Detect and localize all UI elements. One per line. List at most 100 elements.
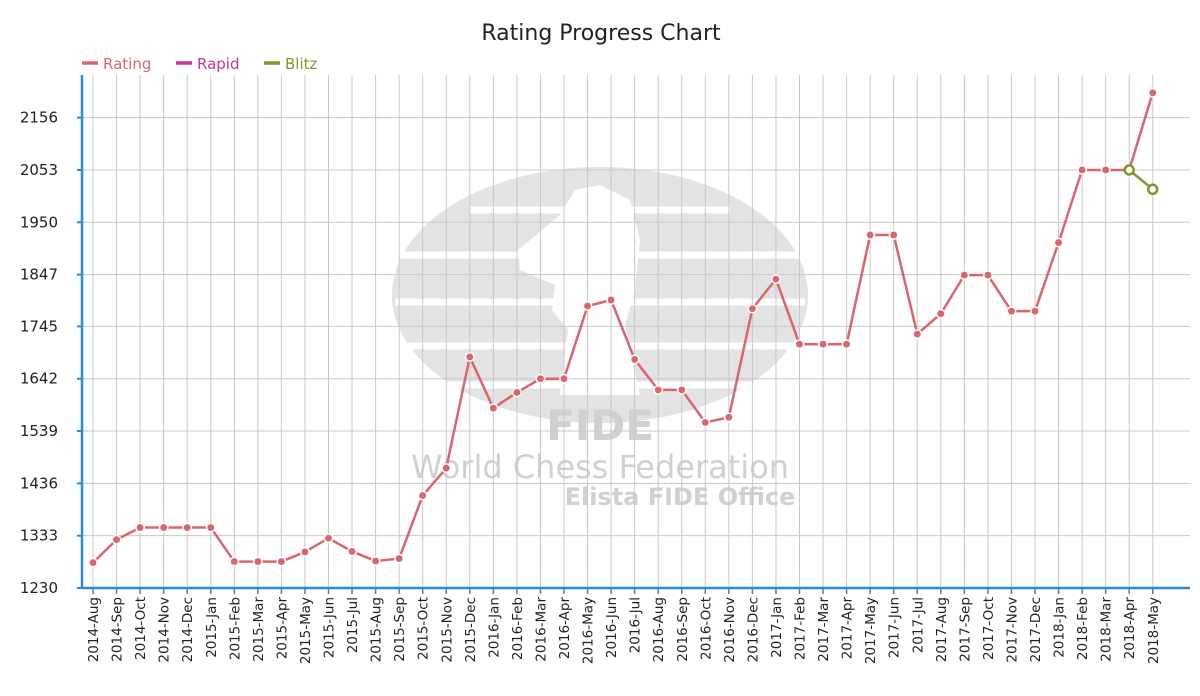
y-tick-label: 1436 <box>20 474 58 492</box>
y-tick-label: 1950 <box>20 213 58 231</box>
x-tick-label: 2015-Jul <box>345 597 361 653</box>
x-tick-label: 2014-Sep <box>110 597 126 662</box>
rating-data-point[interactable] <box>747 303 758 314</box>
rating-data-point[interactable] <box>182 522 193 533</box>
rating-data-point[interactable] <box>582 301 593 312</box>
rating-data-point[interactable] <box>394 553 405 564</box>
x-tick-label: 2015-Feb <box>227 597 243 660</box>
rating-data-point[interactable] <box>1053 237 1064 248</box>
rating-data-point[interactable] <box>88 557 98 568</box>
rating-data-point[interactable] <box>370 556 381 567</box>
legend-label-blitz: Blitz <box>285 55 318 73</box>
fide-watermark: FIDE World Chess Federation Elista FIDE … <box>392 167 808 511</box>
rating-data-point[interactable] <box>629 354 640 365</box>
rating-data-point[interactable] <box>794 339 805 350</box>
rating-data-point[interactable] <box>323 533 334 544</box>
rating-series-line <box>92 92 1154 564</box>
x-tick-label: 2016-Feb <box>510 597 526 660</box>
rating-data-point[interactable] <box>511 387 522 398</box>
x-tick-label: 2017-Oct <box>981 597 997 660</box>
x-tick-label: 2015-Nov <box>439 597 455 663</box>
x-axis-ticks: 2014-Aug 2014-Sep 2014-Oct 2014-Nov 2014-Dec… <box>86 588 1162 664</box>
x-tick-label: 2017-Aug <box>934 597 950 662</box>
rating-data-point[interactable] <box>1030 306 1040 317</box>
x-tick-label: 2016-Mar <box>533 597 549 662</box>
rating-data-point[interactable] <box>488 403 499 414</box>
x-tick-label: 2016-Jun <box>604 597 620 658</box>
rating-data-point[interactable] <box>700 417 711 428</box>
x-tick-label: 2016-Nov <box>722 597 738 663</box>
rating-data-point[interactable] <box>959 270 970 281</box>
rating-data-point[interactable] <box>535 373 546 384</box>
rating-data-point[interactable] <box>276 556 287 567</box>
legend-item-rapid[interactable]: Rapid <box>176 55 240 73</box>
rating-data-point[interactable] <box>300 546 310 557</box>
y-tick-label: 1539 <box>20 422 58 440</box>
x-tick-label: 2016-Oct <box>698 597 714 660</box>
rating-data-point[interactable] <box>818 339 828 350</box>
rating-data-point[interactable] <box>229 556 240 567</box>
x-tick-label: 2015-Dec <box>463 597 479 662</box>
y-tick-label: 1745 <box>20 317 58 335</box>
rating-data-point[interactable] <box>559 373 569 384</box>
rating-data-point[interactable] <box>111 534 122 545</box>
legend[interactable]: Rating Rapid Blitz <box>82 55 318 73</box>
rating-data-point[interactable] <box>841 339 852 350</box>
y-tick-label: 2053 <box>20 161 58 179</box>
x-tick-label: 2014-Aug <box>86 597 102 662</box>
rating-data-point[interactable] <box>205 522 216 533</box>
rating-data-point[interactable] <box>865 230 876 240</box>
y-tick-label: 1847 <box>20 266 58 284</box>
rating-data-point[interactable] <box>347 546 357 557</box>
legend-item-blitz[interactable]: Blitz <box>264 55 318 73</box>
x-tick-label: 2015-Apr <box>274 597 290 660</box>
rating-data-point[interactable] <box>1100 165 1111 175</box>
rating-data-point[interactable] <box>982 270 993 281</box>
rating-data-point[interactable] <box>441 463 452 474</box>
x-tick-label: 2017-Jun <box>887 597 903 658</box>
x-tick-label: 2017-Feb <box>793 597 809 660</box>
rating-data-point[interactable] <box>606 295 617 305</box>
watermark-knight-icon <box>518 185 640 395</box>
y-tick-label: 1642 <box>20 370 58 388</box>
watermark-line1: World Chess Federation <box>411 448 789 486</box>
watermark-logo-text: FIDE <box>546 401 654 450</box>
rating-data-point[interactable] <box>888 230 899 240</box>
x-tick-label: 2016-Dec <box>745 597 761 662</box>
rating-data-point[interactable] <box>723 412 734 423</box>
x-tick-label: 2017-Nov <box>1004 597 1020 663</box>
rating-data-point[interactable] <box>676 384 687 395</box>
x-tick-label: 2016-Apr <box>557 597 573 660</box>
rating-data-point[interactable] <box>158 522 169 533</box>
x-tick-label: 2017-Sep <box>957 597 973 662</box>
rating-data-point[interactable] <box>464 351 475 362</box>
y-tick-label: 1230 <box>20 579 58 597</box>
rating-data-point[interactable] <box>771 274 781 285</box>
blitz-data-point[interactable] <box>1147 183 1159 196</box>
legend-label-rating: Rating <box>103 55 151 73</box>
rating-data-point[interactable] <box>653 384 664 395</box>
x-tick-label: 2015-Oct <box>416 597 432 660</box>
rating-data-point[interactable] <box>252 556 263 567</box>
x-tick-label: 2016-Jan <box>486 597 502 658</box>
legend-item-rating[interactable]: Rating <box>82 55 151 73</box>
rating-data-point[interactable] <box>417 490 428 501</box>
watermark-line2: Elista FIDE Office <box>565 483 796 511</box>
rating-data-point[interactable] <box>935 308 946 319</box>
x-tick-label: 2018-Feb <box>1075 597 1091 660</box>
rating-data-point[interactable] <box>1147 87 1158 98</box>
rating-data-point[interactable] <box>1006 306 1017 317</box>
x-tick-label: 2016-May <box>581 597 597 664</box>
blitz-data-point[interactable] <box>1123 164 1135 176</box>
x-tick-label: 2015-Jun <box>322 597 338 658</box>
rating-data-point[interactable] <box>1077 165 1088 175</box>
x-tick-label: 2018-Mar <box>1099 597 1115 662</box>
x-tick-label: 2018-Jan <box>1052 597 1068 658</box>
series-layer <box>88 87 1159 568</box>
x-tick-label: 2015-Mar <box>251 597 267 662</box>
rating-data-point[interactable] <box>912 329 923 339</box>
x-tick-label: 2016-Jul <box>628 597 644 653</box>
rating-data-point[interactable] <box>135 522 146 533</box>
x-tick-label: 2017-May <box>863 597 879 664</box>
